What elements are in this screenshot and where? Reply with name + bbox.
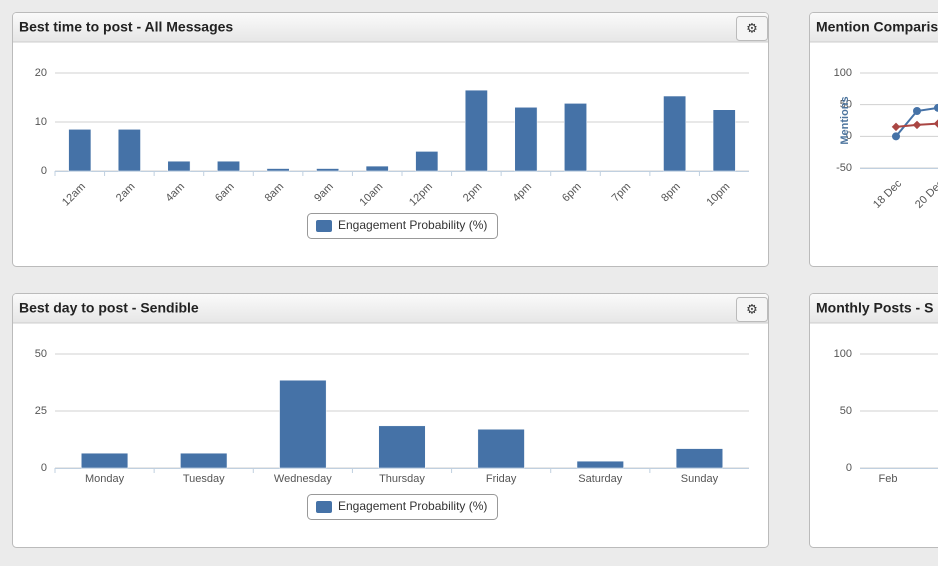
y-tick-label: 50 xyxy=(35,348,47,360)
y-tick-label: 10 xyxy=(35,116,47,128)
y-tick-label: 50 xyxy=(840,99,852,111)
bar xyxy=(576,460,624,469)
bar xyxy=(68,129,92,172)
y-tick-label: 25 xyxy=(35,405,47,417)
bar xyxy=(514,107,538,172)
legend-swatch xyxy=(316,501,332,513)
y-axis-label: Mentions xyxy=(839,96,851,144)
y-tick-label: 0 xyxy=(41,165,47,177)
y-tick-label: 100 xyxy=(834,348,852,360)
point xyxy=(934,103,938,112)
settings-button[interactable] xyxy=(736,297,768,322)
point xyxy=(892,132,900,141)
bar xyxy=(217,160,240,172)
bar xyxy=(663,95,687,172)
y-tick-label: 100 xyxy=(834,67,852,79)
y-tick-label: -50 xyxy=(836,162,852,174)
legend-label: Engagement Probability (%) xyxy=(338,218,487,232)
panel: Monthly Posts - S xyxy=(809,293,938,548)
panel: Best day to post - Sendible ⚙ xyxy=(12,293,769,548)
x-tick-label: Sunday xyxy=(681,473,719,485)
settings-button[interactable] xyxy=(736,16,768,41)
legend-swatch xyxy=(316,220,332,232)
panel-title: Monthly Posts - S xyxy=(816,300,933,316)
legend-box xyxy=(307,213,498,239)
bar xyxy=(564,103,587,172)
bar xyxy=(675,448,723,469)
x-tick-label: Saturday xyxy=(578,473,623,485)
bar xyxy=(167,160,191,172)
bar xyxy=(415,151,439,172)
y-tick-label: 20 xyxy=(35,67,47,79)
y-tick-label: 50 xyxy=(840,405,852,417)
y-tick-label: 0 xyxy=(846,462,852,474)
legend-label: Engagement Probability (%) xyxy=(338,499,487,513)
x-tick-label: Feb xyxy=(879,473,898,485)
y-tick-label: 0 xyxy=(41,462,47,474)
panel-title: Mention Comparis xyxy=(816,19,938,35)
point xyxy=(913,107,921,115)
panel-title: Best day to post - Sendible xyxy=(19,300,199,316)
bar xyxy=(180,452,228,469)
x-tick-label: Friday xyxy=(486,473,517,485)
x-tick-label: Tuesday xyxy=(183,473,225,485)
gear-icon[interactable]: ⚙ xyxy=(746,20,758,35)
bar xyxy=(712,109,736,172)
bar xyxy=(477,428,525,469)
bar xyxy=(266,168,290,172)
panel-title: Best time to post - All Messages xyxy=(19,19,233,35)
bar xyxy=(117,129,141,172)
panel: Mention Comparis xyxy=(809,12,938,267)
bar xyxy=(316,168,340,172)
panel: Best time to post - All Messages ⚙ xyxy=(12,12,769,267)
bar xyxy=(365,165,389,172)
y-tick-label: 0 xyxy=(846,130,852,142)
legend-box xyxy=(307,494,498,520)
x-tick-label: Monday xyxy=(85,473,125,485)
x-tick-label: Wednesday xyxy=(274,473,332,485)
bar xyxy=(81,452,129,469)
gear-icon[interactable]: ⚙ xyxy=(746,301,758,316)
bar xyxy=(378,425,426,469)
bar xyxy=(279,379,327,469)
x-tick-label: Thursday xyxy=(379,473,425,485)
bar xyxy=(464,89,488,172)
